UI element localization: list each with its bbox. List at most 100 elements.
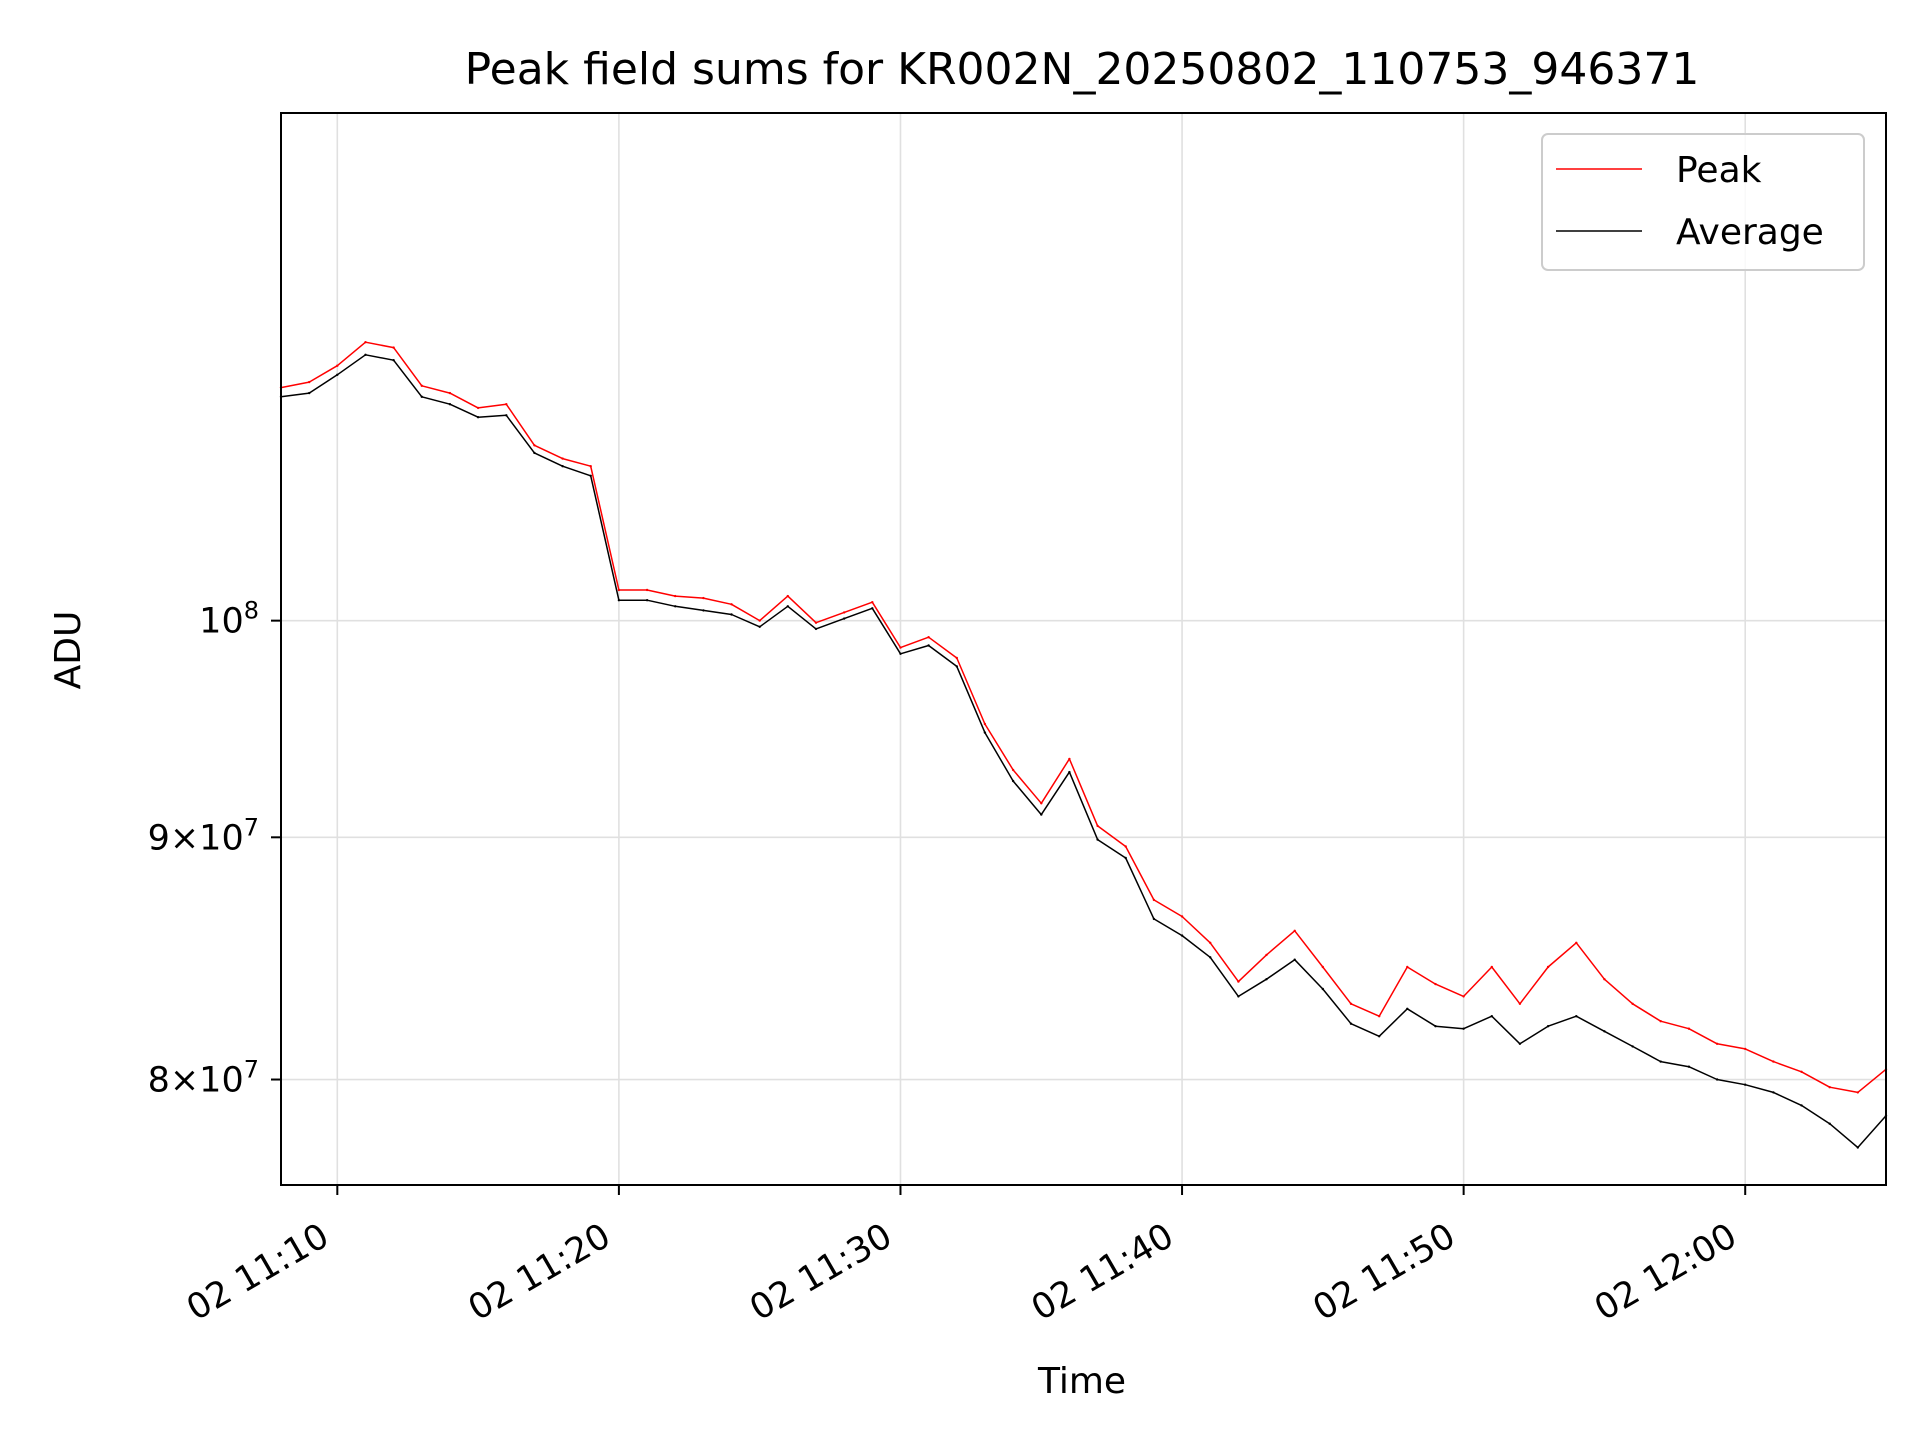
series-line-average xyxy=(280,354,1887,1149)
data-point-average xyxy=(955,665,958,668)
data-point-peak xyxy=(1068,757,1071,761)
data-point-average xyxy=(674,605,677,608)
data-point-peak xyxy=(476,406,480,410)
data-point-peak xyxy=(1209,941,1212,944)
data-point-peak xyxy=(1434,982,1437,986)
data-point-average xyxy=(1434,1025,1437,1028)
y-tick-exponent: 7 xyxy=(244,1056,259,1084)
data-point-peak xyxy=(843,611,846,614)
data-point-peak xyxy=(589,465,592,468)
y-tick-label: 108 xyxy=(199,597,259,642)
data-point-average xyxy=(1490,1015,1494,1018)
data-point-average xyxy=(448,403,452,406)
data-point-average xyxy=(1237,995,1240,998)
data-point-average xyxy=(702,609,705,612)
data-point-average xyxy=(871,607,874,610)
data-point-peak xyxy=(1575,941,1578,944)
data-point-average xyxy=(1462,1027,1465,1030)
y-tick-base: 10 xyxy=(199,602,244,642)
data-point-peak xyxy=(983,722,987,726)
data-point-peak xyxy=(1715,1042,1719,1046)
data-point-peak xyxy=(702,596,705,600)
data-point-average xyxy=(843,617,846,620)
data-point-average xyxy=(589,474,592,477)
data-point-peak xyxy=(1603,978,1606,981)
data-point-peak xyxy=(1828,1086,1831,1089)
data-point-average xyxy=(1659,1060,1662,1063)
data-point-average xyxy=(1603,1030,1606,1033)
legend: Peak Average xyxy=(1541,133,1865,271)
data-point-peak xyxy=(1406,965,1409,969)
data-point-peak xyxy=(448,391,452,395)
data-point-average xyxy=(392,359,395,362)
data-point-peak xyxy=(927,636,930,639)
data-point-average xyxy=(730,613,733,616)
y-tick-exponent: 8 xyxy=(244,597,259,625)
data-point-peak xyxy=(336,364,339,367)
data-point-average xyxy=(1575,1015,1578,1018)
data-point-peak xyxy=(955,656,958,660)
legend-label-average: Average xyxy=(1676,212,1824,253)
legend-box xyxy=(1541,133,1865,271)
y-tick-base: 10 xyxy=(199,818,244,858)
data-point-peak xyxy=(533,444,536,447)
data-point-average xyxy=(1209,956,1212,959)
y-tick-label: 8×107 xyxy=(148,1056,259,1101)
y-tick-times-sign: × xyxy=(170,1061,199,1101)
data-point-peak xyxy=(1378,1015,1381,1018)
data-point-average xyxy=(1349,1022,1353,1025)
data-point-average xyxy=(1772,1091,1775,1094)
data-point-peak xyxy=(1152,898,1156,902)
y-tick-label: 9×107 xyxy=(148,813,259,858)
data-point-average xyxy=(364,353,367,356)
grid-lines xyxy=(281,113,1886,1185)
data-point-average xyxy=(1518,1042,1522,1046)
data-point-average xyxy=(1800,1104,1803,1107)
chart-title: Peak field sums for KR002N_20250802_1107… xyxy=(465,44,1700,95)
data-point-average xyxy=(1378,1035,1381,1038)
data-point-peak xyxy=(1349,1002,1353,1005)
data-point-average xyxy=(617,599,621,602)
series-line-peak xyxy=(280,341,1887,1094)
data-point-average xyxy=(476,416,480,419)
data-point-peak xyxy=(392,346,395,349)
data-point-average xyxy=(1180,934,1184,937)
data-point-peak xyxy=(645,588,649,592)
data-point-average xyxy=(1856,1146,1860,1149)
data-point-peak xyxy=(1631,1002,1634,1005)
data-point-average xyxy=(561,465,564,468)
y-tick-mantissa: 8 xyxy=(148,1061,170,1101)
data-point-peak xyxy=(1518,1002,1522,1005)
y-tick-times-sign: × xyxy=(170,818,199,858)
data-point-peak xyxy=(561,457,564,460)
data-point-average xyxy=(1406,1007,1409,1010)
data-point-average xyxy=(1152,917,1156,921)
data-point-average xyxy=(533,451,536,455)
data-point-average xyxy=(1744,1083,1747,1086)
data-point-peak xyxy=(1659,1020,1662,1023)
data-point-average xyxy=(645,599,649,602)
data-point-average xyxy=(1546,1025,1550,1028)
data-point-peak xyxy=(1011,768,1015,772)
data-point-average xyxy=(899,652,902,655)
data-point-average xyxy=(1096,838,1099,841)
data-point-average xyxy=(983,731,987,734)
data-point-peak xyxy=(1490,965,1494,969)
data-point-average xyxy=(1124,856,1127,860)
data-point-peak xyxy=(1265,953,1268,957)
data-point-average xyxy=(786,605,789,608)
data-point-peak xyxy=(617,588,621,592)
data-point-peak xyxy=(1180,915,1184,918)
data-point-peak xyxy=(308,380,311,384)
data-point-average xyxy=(927,644,930,647)
data-point-average xyxy=(814,627,818,631)
data-point-peak xyxy=(1462,995,1465,998)
data-point-peak xyxy=(899,646,902,649)
data-point-average xyxy=(1321,987,1325,991)
data-point-peak xyxy=(730,603,733,606)
data-point-average xyxy=(505,414,508,417)
data-point-average xyxy=(1631,1045,1634,1048)
data-point-average xyxy=(1011,779,1015,783)
data-point-peak xyxy=(1237,980,1240,983)
